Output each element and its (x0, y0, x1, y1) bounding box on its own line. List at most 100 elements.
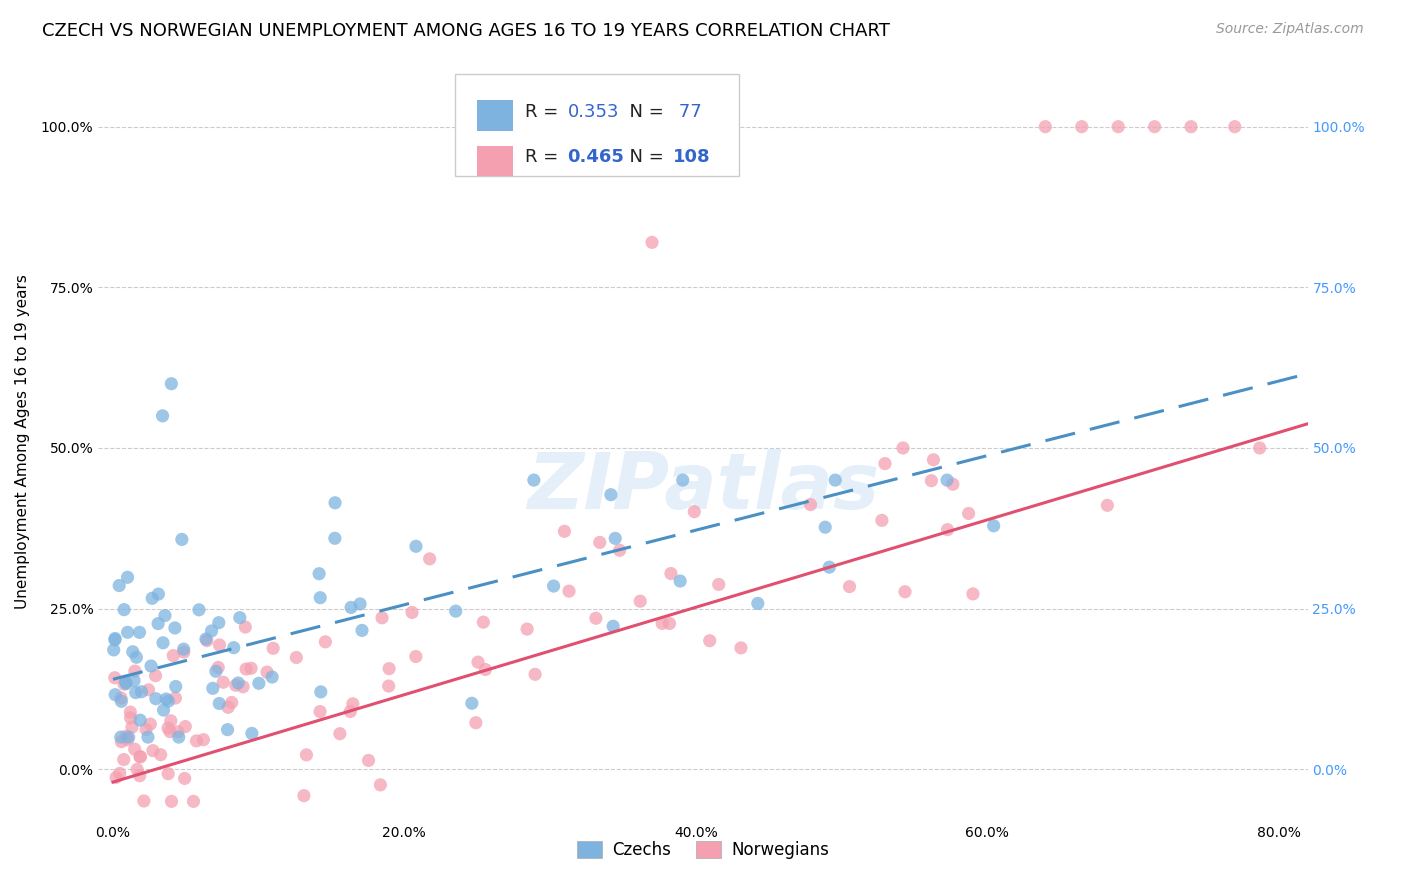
Point (108, 578, 131, 592)
Point (121, 720, 143, 734)
Point (117, 625, 139, 640)
Point (232, 680, 254, 694)
Point (405, 649, 427, 664)
Point (167, 724, 190, 739)
Point (170, 533, 193, 547)
Point (1223, 120, 1246, 134)
Point (405, 539, 427, 553)
Point (159, 714, 181, 728)
Point (747, 596, 769, 610)
Point (309, 685, 332, 699)
Point (160, 794, 183, 808)
Point (174, 720, 197, 734)
Point (173, 642, 195, 657)
Point (136, 730, 159, 744)
Point (157, 694, 180, 708)
Point (105, 770, 128, 784)
Point (160, 376, 183, 391)
Point (159, 724, 181, 739)
Point (153, 608, 176, 623)
Point (132, 794, 155, 808)
Point (212, 675, 235, 690)
Point (110, 735, 132, 749)
Point (157, 766, 180, 780)
Point (983, 518, 1005, 533)
Point (1107, 120, 1129, 134)
Point (651, 616, 673, 631)
Point (104, 632, 127, 647)
Point (173, 772, 195, 786)
Point (524, 667, 547, 681)
Point (115, 729, 138, 743)
Point (233, 620, 256, 634)
Point (183, 794, 205, 808)
Point (1070, 120, 1092, 134)
Point (957, 507, 980, 521)
Point (122, 673, 145, 688)
Point (516, 622, 538, 636)
Point (104, 632, 127, 646)
Point (699, 633, 721, 648)
Point (461, 696, 484, 710)
Point (167, 730, 190, 744)
FancyBboxPatch shape (477, 100, 513, 130)
Point (217, 700, 239, 714)
Point (339, 705, 361, 719)
Point (118, 730, 141, 744)
Point (145, 691, 167, 706)
Point (799, 498, 821, 512)
Point (157, 721, 180, 735)
Point (323, 531, 346, 545)
Point (818, 560, 841, 574)
Point (824, 473, 846, 487)
Point (605, 532, 627, 546)
Point (308, 566, 330, 581)
Point (295, 747, 318, 762)
Point (104, 688, 127, 702)
Point (370, 778, 392, 792)
Point (225, 678, 247, 692)
Point (117, 732, 139, 747)
Point (309, 705, 332, 719)
Point (585, 611, 607, 625)
Point (195, 633, 218, 648)
Point (558, 584, 581, 599)
Point (152, 636, 174, 650)
Point (112, 602, 135, 616)
Point (205, 665, 228, 679)
Point (221, 696, 243, 710)
Point (131, 684, 153, 698)
Point (599, 488, 621, 502)
Point (135, 723, 157, 737)
Text: 77: 77 (672, 103, 702, 120)
Point (240, 726, 263, 740)
Point (659, 566, 682, 581)
Point (139, 717, 162, 731)
Point (115, 676, 138, 690)
Point (467, 655, 489, 669)
Point (110, 691, 132, 706)
Point (200, 624, 222, 638)
Point (589, 535, 612, 549)
Point (1249, 441, 1271, 455)
Text: R =: R = (526, 148, 564, 166)
Point (474, 663, 496, 677)
Point (292, 789, 315, 803)
Point (146, 616, 169, 631)
Point (162, 648, 184, 663)
Point (538, 120, 561, 134)
Point (838, 580, 860, 594)
Point (340, 600, 363, 615)
Point (103, 643, 125, 657)
FancyBboxPatch shape (477, 145, 513, 177)
Point (920, 474, 942, 488)
Point (349, 597, 371, 611)
Point (110, 730, 132, 744)
Point (873, 457, 896, 471)
Point (148, 587, 170, 601)
Point (235, 662, 257, 676)
Point (149, 747, 172, 762)
Point (142, 743, 165, 757)
Point (730, 640, 752, 655)
Point (188, 603, 211, 617)
